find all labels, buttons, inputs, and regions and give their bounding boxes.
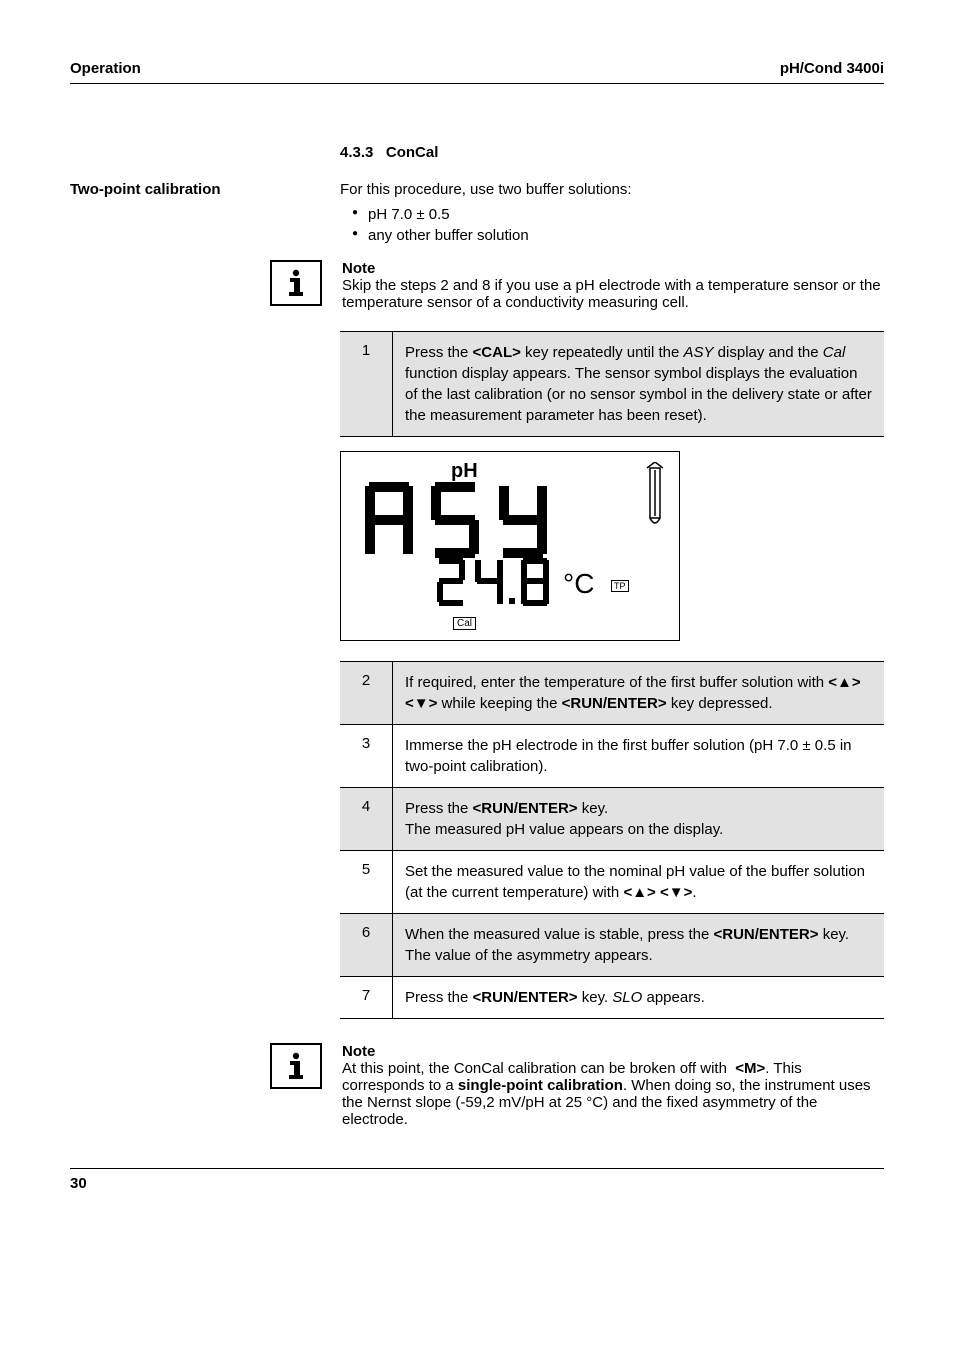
note-block: Note Skip the steps 2 and 8 if you use a… [342,260,884,311]
lcd-display: pH [340,451,680,641]
section-title: ConCal [386,144,439,161]
info-icon [270,1043,322,1089]
note-body: Skip the steps 2 and 8 if you use a pH e… [342,277,881,311]
step-text: If required, enter the temperature of th… [393,662,884,724]
lcd-ph-label: pH [451,460,478,483]
running-header: Operation pH/Cond 3400i [70,60,884,84]
buffer-list: pH 7.0 ± 0.5 any other buffer solution [340,206,884,244]
step-number: 6 [340,914,393,976]
list-item: pH 7.0 ± 0.5 [354,206,884,223]
section-number: 4.3.3 [340,144,373,161]
step-number: 3 [340,725,393,787]
list-item: any other buffer solution [354,227,884,244]
table-row: 1 Press the <CAL> key repeatedly until t… [340,331,884,437]
step-text: Press the <RUN/ENTER> key. SLO appears. [393,977,884,1018]
lcd-cal-indicator: Cal [453,617,476,630]
step-text: When the measured value is stable, press… [393,914,884,976]
step-number: 4 [340,788,393,850]
table-row: 4 Press the <RUN/ENTER> key.The measured… [340,788,884,851]
lcd-sub-reading [437,558,567,610]
table-row: 6 When the measured value is stable, pre… [340,914,884,977]
probe-icon [645,462,665,536]
step-text: Set the measured value to the nominal pH… [393,851,884,913]
step-number: 5 [340,851,393,913]
table-row: 3 Immerse the pH electrode in the first … [340,725,884,788]
step-number: 1 [340,332,393,436]
step-text: Immerse the pH electrode in the first bu… [393,725,884,787]
note-block: Note At this point, the ConCal calibrati… [342,1043,884,1128]
step-number: 7 [340,977,393,1018]
page-number: 30 [70,1168,884,1192]
step-text: Press the <RUN/ENTER> key.The measured p… [393,788,884,850]
table-row: 7 Press the <RUN/ENTER> key. SLO appears… [340,977,884,1019]
table-row: 5 Set the measured value to the nominal … [340,851,884,914]
table-row: 2 If required, enter the temperature of … [340,662,884,725]
lcd-tp-indicator: TP [611,580,629,592]
intro-text: For this procedure, use two buffer solut… [340,179,884,200]
section-heading: 4.3.3 ConCal [340,144,884,161]
lcd-main-reading [365,482,585,562]
header-right: pH/Cond 3400i [780,60,884,77]
note-body: At this point, the ConCal calibration ca… [342,1060,871,1128]
note-heading: Note [342,1043,375,1060]
lcd-unit: °C [563,568,594,600]
sidebar-two-point: Two-point calibration [70,181,320,198]
step-number: 2 [340,662,393,724]
note-heading: Note [342,260,375,277]
header-left: Operation [70,60,141,77]
step-text: Press the <CAL> key repeatedly until the… [393,332,884,436]
info-icon [270,260,322,306]
